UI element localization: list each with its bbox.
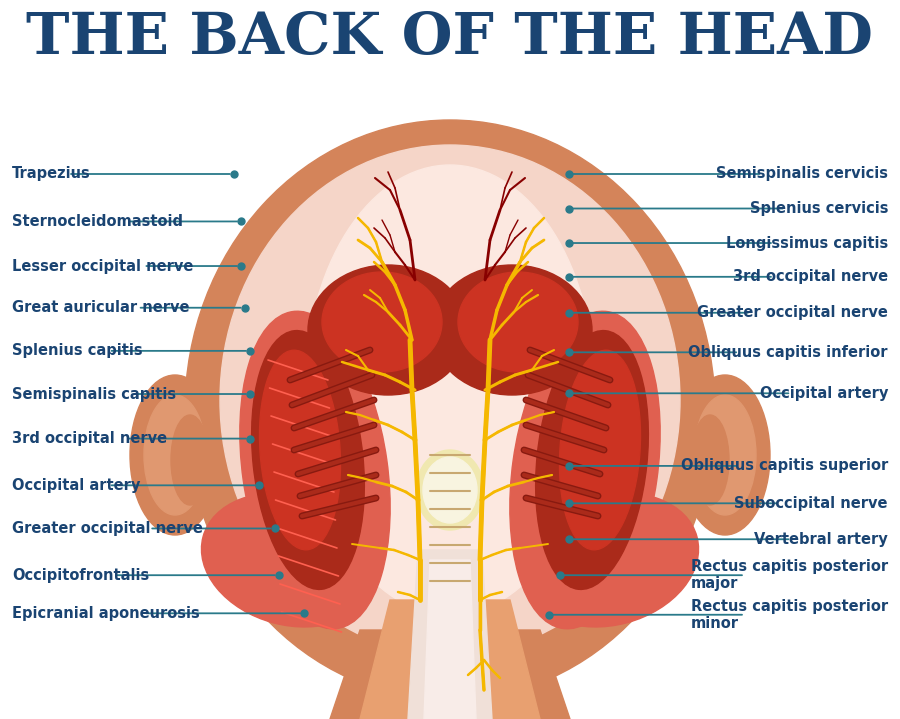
Ellipse shape [259,350,340,550]
Polygon shape [408,550,492,719]
Text: Trapezius: Trapezius [12,167,91,181]
Text: Rectus capitis posterior
major: Rectus capitis posterior major [691,559,888,592]
Ellipse shape [536,331,648,590]
Ellipse shape [423,457,477,523]
Text: Longissimus capitis: Longissimus capitis [725,236,888,250]
Text: Vertebral artery: Vertebral artery [754,532,888,546]
Ellipse shape [144,395,206,515]
Ellipse shape [305,165,595,615]
Text: Splenius cervicis: Splenius cervicis [750,201,888,216]
Ellipse shape [509,311,661,628]
Text: Great auricular nerve: Great auricular nerve [12,301,190,315]
Ellipse shape [322,272,442,372]
Polygon shape [330,630,570,719]
Text: Semispinalis capitis: Semispinalis capitis [12,387,176,401]
Text: 3rd occipital nerve: 3rd occipital nerve [12,431,167,446]
Text: Suboccipital nerve: Suboccipital nerve [734,496,888,510]
Text: 3rd occipital nerve: 3rd occipital nerve [733,270,888,284]
Ellipse shape [171,415,209,505]
Ellipse shape [308,265,468,395]
Ellipse shape [252,331,364,590]
Ellipse shape [432,265,592,395]
Text: Greater occipital nerve: Greater occipital nerve [12,521,202,536]
Ellipse shape [220,145,680,655]
Text: Occipital artery: Occipital artery [760,386,888,400]
Ellipse shape [458,272,578,372]
Ellipse shape [416,450,484,530]
Text: Occipital artery: Occipital artery [12,478,140,493]
Text: Sternocleidomastoid: Sternocleidomastoid [12,214,183,229]
Text: Occipitofrontalis: Occipitofrontalis [12,568,149,582]
Ellipse shape [680,375,770,535]
Text: Semispinalis cervicis: Semispinalis cervicis [716,167,888,181]
Ellipse shape [130,375,220,535]
Ellipse shape [185,120,715,700]
Text: Greater occipital nerve: Greater occipital nerve [698,306,888,320]
Text: Rectus capitis posterior
minor: Rectus capitis posterior minor [691,598,888,631]
Text: Obliquus capitis superior: Obliquus capitis superior [680,459,888,473]
Polygon shape [360,600,540,719]
Ellipse shape [202,493,379,627]
Text: Lesser occipital nerve: Lesser occipital nerve [12,259,193,273]
Ellipse shape [694,395,756,515]
Ellipse shape [521,493,698,627]
Polygon shape [424,560,476,719]
Ellipse shape [239,311,391,628]
Ellipse shape [560,350,641,550]
Text: Obliquus capitis inferior: Obliquus capitis inferior [688,345,888,360]
Text: THE BACK OF THE HEAD: THE BACK OF THE HEAD [26,10,874,66]
Text: Epicranial aponeurosis: Epicranial aponeurosis [12,606,200,620]
Text: Splenius capitis: Splenius capitis [12,344,142,358]
Ellipse shape [691,415,729,505]
